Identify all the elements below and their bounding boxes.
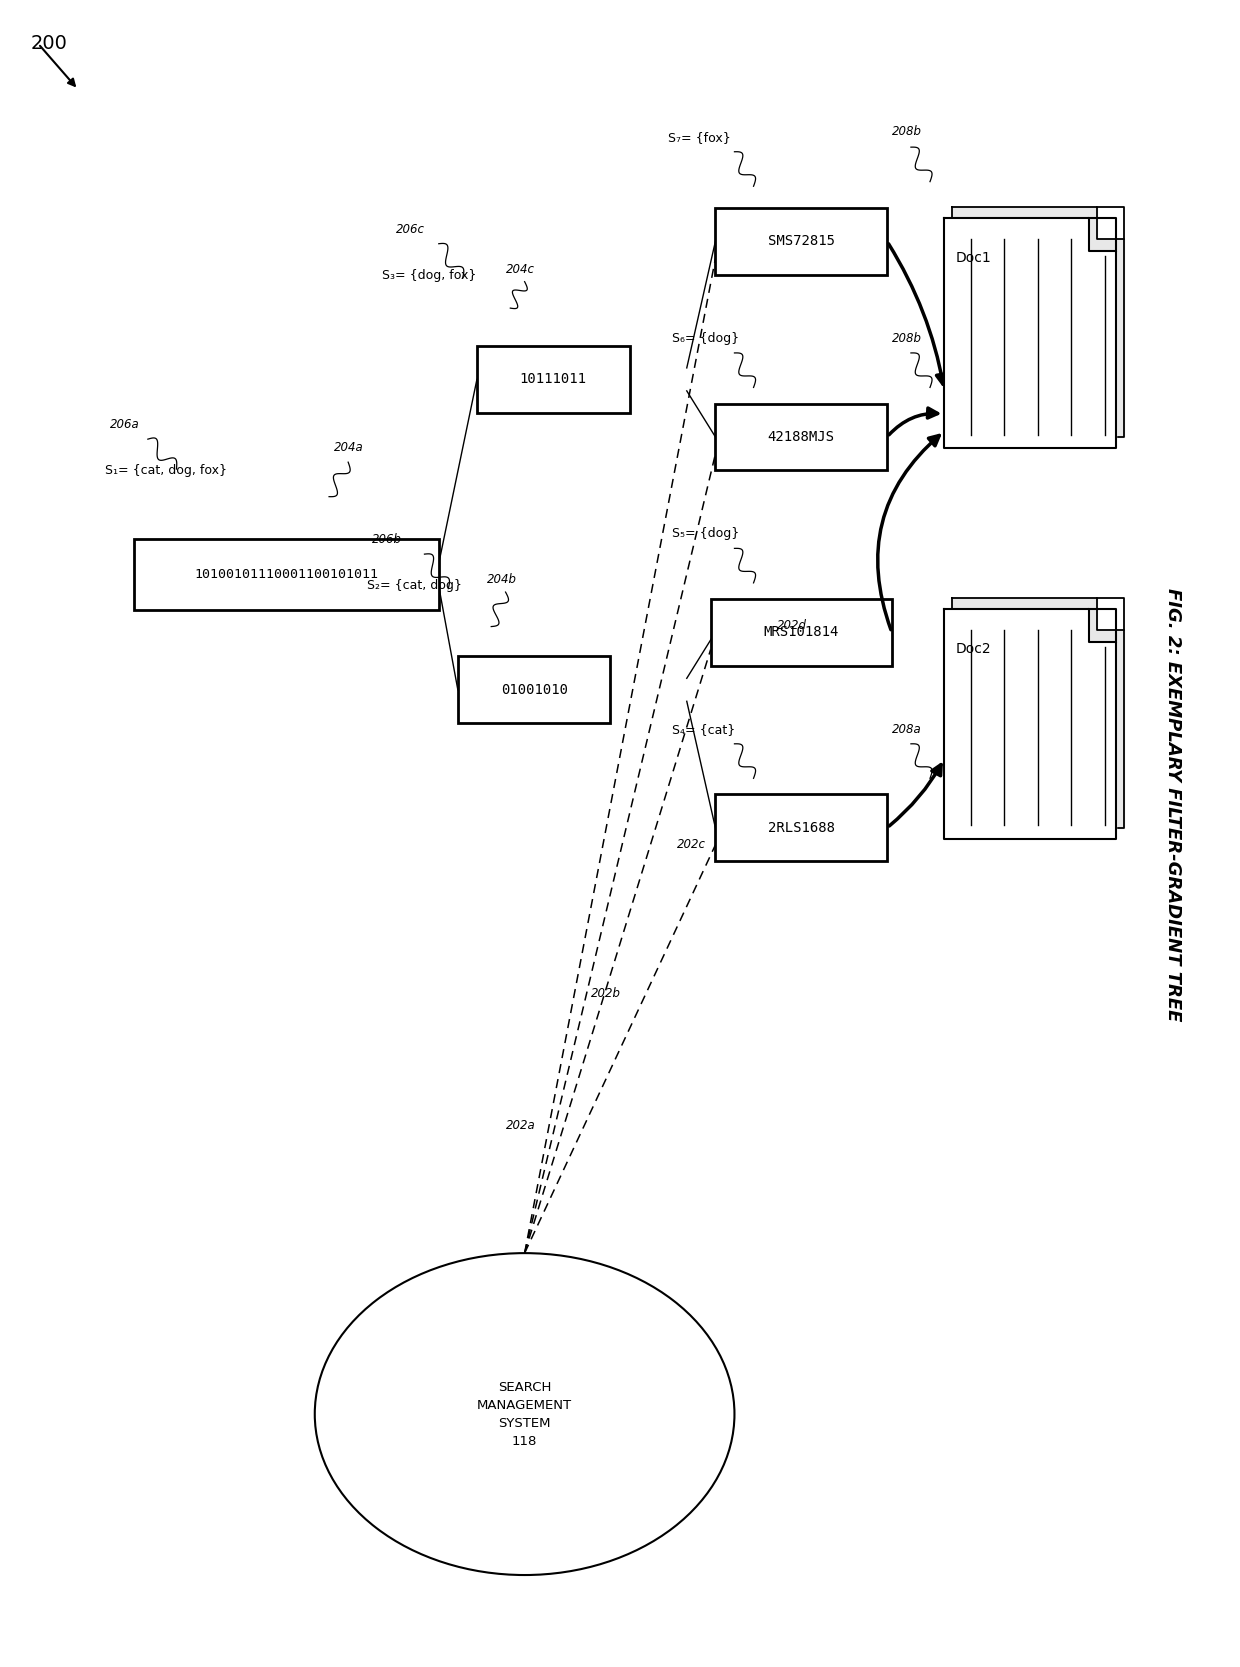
Text: SMS72815: SMS72815 [768,235,835,248]
Text: 204b: 204b [486,573,517,587]
Text: 202c: 202c [677,839,707,850]
Polygon shape [945,610,1116,839]
Bar [715,208,887,275]
Text: 208b: 208b [892,332,921,345]
Text: 206c: 206c [396,223,425,235]
Bar [711,598,892,665]
Bar [134,538,439,610]
Text: 2RLS1688: 2RLS1688 [768,820,835,835]
Text: Doc2: Doc2 [956,642,991,655]
Text: 10111011: 10111011 [520,372,587,387]
Text: Doc1: Doc1 [956,250,992,265]
Text: SEARCH
MANAGEMENT
SYSTEM
118: SEARCH MANAGEMENT SYSTEM 118 [477,1380,572,1447]
Text: S₅= {dog}: S₅= {dog} [672,527,740,540]
Bar [458,657,610,723]
Text: S₂= {cat, dog}: S₂= {cat, dog} [367,578,463,592]
Text: S₇= {fox}: S₇= {fox} [667,130,730,143]
Text: S₁= {cat, dog, fox}: S₁= {cat, dog, fox} [105,463,227,477]
Bar [715,403,887,470]
Text: FIG. 2: EXEMPLARY FILTER-GRADIENT TREE: FIG. 2: EXEMPLARY FILTER-GRADIENT TREE [1164,588,1182,1022]
Text: 202d: 202d [777,620,807,632]
Text: 200: 200 [31,35,67,53]
Polygon shape [945,218,1116,448]
Bar [477,347,630,413]
Bar [715,795,887,862]
Text: 208a: 208a [892,723,921,735]
Text: S₄= {cat}: S₄= {cat} [672,723,735,735]
Text: 204a: 204a [334,442,363,453]
Text: 10100101110001100101011: 10100101110001100101011 [195,568,378,582]
Text: 208b: 208b [892,125,921,138]
Text: MRS101814: MRS101814 [764,625,839,640]
Polygon shape [952,207,1123,437]
Text: 204c: 204c [506,263,534,277]
Text: 202b: 202b [591,987,621,1000]
Text: 206a: 206a [109,418,139,432]
Text: S₃= {dog, fox}: S₃= {dog, fox} [382,268,476,282]
Polygon shape [952,598,1123,828]
Text: 01001010: 01001010 [501,683,568,697]
Text: 202a: 202a [506,1120,536,1132]
Text: S₆= {dog}: S₆= {dog} [672,332,739,345]
Text: 42188MJS: 42188MJS [768,430,835,443]
Text: 206b: 206b [372,533,402,547]
